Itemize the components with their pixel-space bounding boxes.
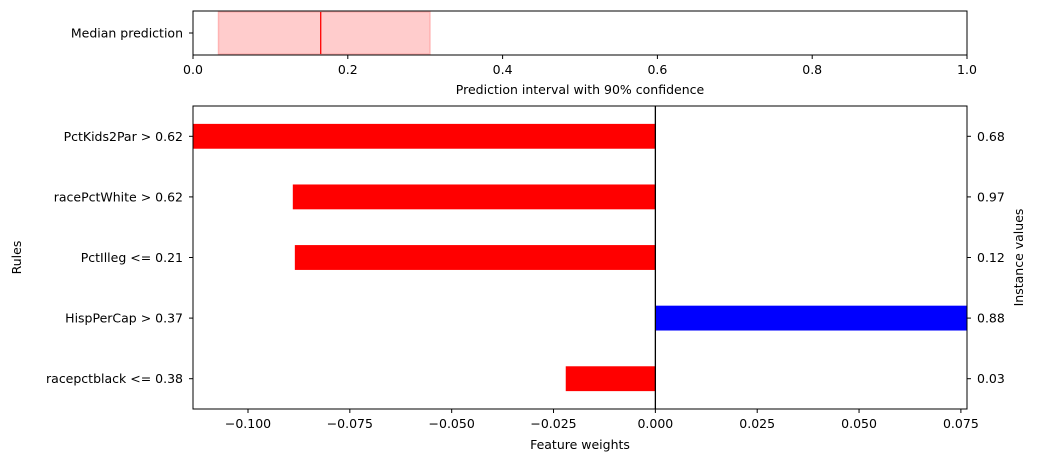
bottom-x-tick-label: −0.050 [429, 416, 475, 431]
instance-value-label: 0.03 [977, 371, 1005, 386]
feature-weight-bars [193, 123, 967, 392]
prediction-interval-band [217, 11, 431, 55]
bottom-x-tick-label: −0.025 [530, 416, 576, 431]
median-prediction-label: Median prediction [71, 26, 183, 41]
bottom-x-tick-label: 0.000 [637, 416, 673, 431]
top-x-tick-label: 0.2 [338, 62, 358, 77]
rule-label: PctIlleg <= 0.21 [81, 250, 183, 265]
bottom-x-tick-label: 0.075 [943, 416, 979, 431]
bottom-x-tick-label: 0.025 [739, 416, 775, 431]
bottom-y-axis-label: Rules [9, 241, 24, 275]
top-x-tick-label: 0.8 [802, 62, 822, 77]
feature-weight-bar [294, 245, 656, 270]
right-y-axis-label: Instance values [1011, 209, 1026, 307]
bottom-x-tick-label: 0.050 [841, 416, 877, 431]
feature-weight-bar [292, 184, 656, 210]
top-x-tick-label: 0.4 [493, 62, 513, 77]
prediction-interval-panel: Median prediction 0.0 0.2 0.4 0.6 0.8 1.0 Pre… [71, 10, 977, 97]
bottom-x-ticks: −0.100 −0.075 −0.050 −0.025 0.000 0.025 0.050 0… [225, 409, 979, 431]
rule-labels: PctKids2Par > 0.62 racePctWhite > 0.62 Pct… [46, 129, 193, 386]
instance-value-label: 0.97 [977, 189, 1005, 204]
top-x-tick-label: 0.0 [183, 62, 203, 77]
top-x-axis-label: Prediction interval with 90% confidence [456, 82, 705, 97]
feature-weight-bar [655, 305, 967, 331]
rule-label: racePctWhite > 0.62 [54, 189, 183, 204]
bottom-x-axis-label: Feature weights [530, 437, 630, 452]
feature-weight-bar [565, 366, 656, 392]
rule-label: racepctblack <= 0.38 [46, 371, 183, 386]
rule-label: PctKids2Par > 0.62 [64, 129, 183, 144]
instance-value-labels: 0.68 0.97 0.12 0.88 0.03 [967, 129, 1005, 386]
feature-weights-panel: PctKids2Par > 0.62 racePctWhite > 0.62 Pct… [9, 105, 1026, 452]
rule-label: HispPerCap > 0.37 [65, 311, 183, 326]
feature-weight-bar [193, 123, 656, 149]
bottom-x-tick-label: −0.100 [225, 416, 271, 431]
instance-value-label: 0.68 [977, 129, 1005, 144]
top-x-ticks: 0.0 0.2 0.4 0.6 0.8 1.0 [183, 55, 977, 77]
bottom-x-tick-label: −0.075 [327, 416, 373, 431]
instance-value-label: 0.88 [977, 311, 1005, 326]
top-x-tick-label: 0.6 [647, 62, 667, 77]
top-x-tick-label: 1.0 [957, 62, 977, 77]
instance-value-label: 0.12 [977, 250, 1005, 265]
